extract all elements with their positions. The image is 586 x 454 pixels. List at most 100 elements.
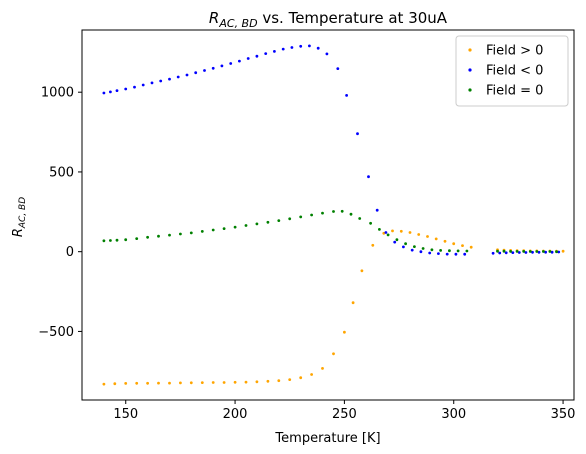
y-tick-label: 1000 [41, 86, 74, 101]
data-point [102, 239, 106, 243]
x-tick-label: 350 [551, 407, 576, 422]
data-point [135, 381, 139, 385]
legend-label: Field = 0 [486, 84, 543, 99]
data-point [439, 249, 442, 252]
data-point [356, 132, 359, 136]
data-point [255, 54, 259, 58]
data-point [550, 250, 554, 254]
data-point [273, 50, 276, 53]
data-point [255, 222, 259, 226]
data-point [102, 91, 106, 95]
data-point [496, 249, 499, 253]
legend-marker [468, 68, 472, 72]
data-point [141, 83, 145, 87]
data-point [555, 250, 558, 254]
x-axis-label: Temperature [K] [274, 431, 380, 446]
data-point [509, 250, 512, 253]
data-point [375, 208, 379, 212]
data-point [511, 251, 515, 255]
data-point [349, 212, 353, 216]
data-point [203, 69, 206, 72]
data-point [233, 380, 237, 384]
data-point [399, 229, 403, 233]
data-point [109, 90, 112, 94]
x-tick-label: 200 [223, 407, 248, 422]
data-point [135, 237, 139, 241]
data-point [222, 227, 226, 231]
data-point [498, 251, 502, 255]
data-point [299, 215, 303, 219]
data-point [102, 382, 106, 386]
data-point [179, 232, 182, 236]
data-point [246, 57, 250, 60]
title-main: R [209, 9, 219, 27]
data-point [465, 249, 469, 253]
data-point [189, 231, 193, 235]
data-point [113, 382, 117, 386]
data-point [115, 238, 119, 242]
data-point [443, 239, 447, 243]
legend-label: Field > 0 [486, 44, 543, 59]
data-point [421, 247, 425, 250]
axis-ticks: 150 200 250 300 350 −500 0 500 1000 [38, 86, 575, 422]
svg-text:RAC, BD: RAC, BD [11, 197, 28, 237]
data-point [200, 230, 204, 233]
x-tick-label: 250 [332, 407, 357, 422]
data-point [502, 249, 506, 253]
data-point [255, 380, 259, 384]
data-point [244, 224, 248, 227]
svg-text:RAC, BD vs. Temperature at 30u: RAC, BD vs. Temperature at 30uA [209, 9, 448, 30]
x-tick-label: 300 [441, 407, 466, 422]
data-point [515, 250, 519, 253]
data-point [211, 381, 215, 384]
data-point [371, 243, 375, 247]
data-point [461, 244, 464, 248]
series-0 [102, 229, 565, 386]
y-axis-label: RAC, BD [11, 197, 28, 237]
data-point [281, 47, 285, 51]
data-point [146, 381, 150, 385]
data-point [310, 373, 313, 376]
data-point [124, 238, 128, 242]
data-point [220, 64, 224, 68]
data-point [133, 85, 136, 89]
data-point [524, 251, 528, 254]
data-point [384, 231, 388, 234]
data-point [419, 250, 423, 254]
data-point [336, 67, 340, 70]
data-point [211, 228, 215, 232]
data-point [321, 211, 324, 215]
data-point [222, 381, 226, 384]
series-1 [102, 44, 561, 256]
data-point [517, 251, 521, 254]
data-point [448, 249, 451, 253]
data-point [229, 62, 233, 65]
data-point [410, 248, 414, 252]
data-point [277, 379, 281, 383]
data-point [404, 242, 407, 246]
data-point [544, 250, 547, 254]
y-tick-label: −500 [38, 325, 74, 340]
y-tick-label: 0 [66, 245, 74, 260]
data-point [168, 233, 171, 237]
data-point [189, 381, 193, 385]
data-point [351, 301, 355, 305]
data-point [115, 89, 119, 92]
data-point [288, 217, 292, 221]
data-point [345, 94, 348, 97]
data-point [343, 330, 346, 334]
data-point [124, 87, 128, 91]
data-point [426, 235, 429, 238]
data-point [428, 251, 432, 255]
data-point [445, 252, 449, 256]
data-point [266, 220, 270, 224]
data-point [382, 231, 386, 235]
data-point [557, 250, 561, 254]
title-subscript: AC, BD [218, 17, 257, 30]
data-point [176, 75, 180, 79]
data-point [542, 250, 545, 253]
data-point [332, 210, 335, 213]
data-point [244, 380, 248, 384]
data-point [266, 379, 270, 383]
